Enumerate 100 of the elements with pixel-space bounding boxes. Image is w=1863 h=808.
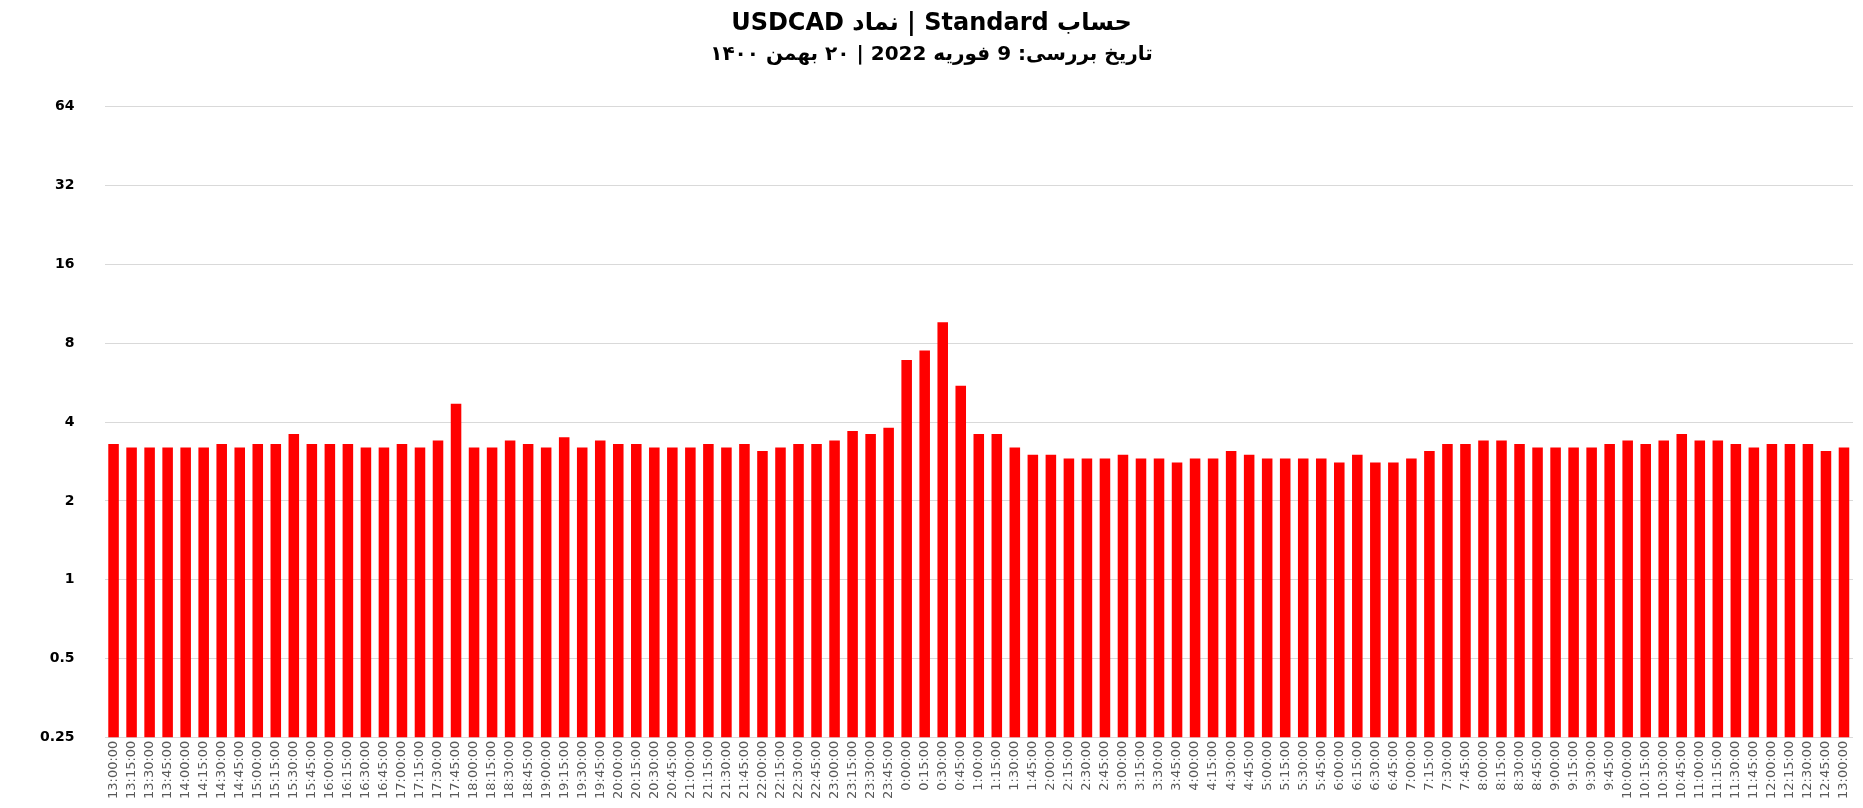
x-tick-label: 10:15:00 (1637, 740, 1653, 799)
x-tick-label: 8:30:00 (1510, 740, 1526, 791)
x-tick-label: 1:45:00 (1024, 740, 1040, 791)
x-tick-label: 19:30:00 (573, 740, 589, 799)
x-tick-label: 19:45:00 (591, 740, 607, 799)
x-tick-label: 22:15:00 (771, 740, 787, 799)
x-tick-label: 21:15:00 (699, 740, 715, 799)
x-tick-label: 13:45:00 (159, 740, 175, 799)
x-tick-label: 10:45:00 (1673, 740, 1689, 799)
x-tick-label: 17:00:00 (393, 740, 409, 799)
x-tick-label: 15:45:00 (303, 740, 319, 799)
x-tick-label: 9:15:00 (1564, 740, 1580, 791)
x-tick-label: 18:45:00 (519, 740, 535, 799)
x-tick-label: 11:00:00 (1691, 740, 1707, 799)
x-tick-label: 5:30:00 (1294, 740, 1310, 791)
x-tick-label: 14:00:00 (177, 740, 193, 799)
x-tick-label: 0:15:00 (916, 740, 932, 791)
x-tick-label: 1:00:00 (970, 740, 986, 791)
y-tick-label: 64 (55, 97, 75, 114)
x-tick-label: 4:00:00 (1186, 740, 1202, 791)
x-tick-label: 0:45:00 (952, 740, 968, 791)
x-tick-label: 3:30:00 (1150, 740, 1166, 791)
x-tick-label: 4:30:00 (1222, 740, 1238, 791)
x-tick-label: 16:00:00 (321, 740, 337, 799)
chart-title: حساب Standard | نماد USDCAD (730, 7, 1133, 38)
x-tick-label: 4:15:00 (1204, 740, 1220, 791)
x-tick-label: 21:30:00 (717, 740, 733, 799)
x-tick-label: 8:45:00 (1528, 740, 1544, 791)
x-tick-label: 5:45:00 (1312, 740, 1328, 791)
x-tick-label: 3:00:00 (1114, 740, 1130, 791)
y-tick-label: 0.5 (49, 649, 75, 666)
x-tick-label: 9:30:00 (1583, 740, 1599, 791)
x-tick-label: 9:45:00 (1601, 740, 1617, 791)
x-tick-label: 2:45:00 (1096, 740, 1112, 791)
x-tick-label: 10:00:00 (1619, 740, 1635, 799)
x-tick-label: 14:30:00 (213, 740, 229, 799)
x-tick-label: 17:15:00 (411, 740, 427, 799)
x-tick-label: 20:00:00 (609, 740, 625, 799)
x-tick-label: 11:30:00 (1727, 740, 1743, 799)
x-tick-label: 6:15:00 (1348, 740, 1364, 791)
x-tick-label: 7:30:00 (1438, 740, 1454, 791)
y-tick-label: 16 (55, 254, 75, 271)
x-tick-label: 6:00:00 (1330, 740, 1346, 791)
y-tick-label: 4 (64, 412, 75, 429)
x-tick-label: 15:00:00 (249, 740, 265, 799)
x-tick-label: 7:15:00 (1420, 740, 1436, 791)
x-tick-label: 0:00:00 (898, 740, 914, 791)
x-tick-label: 13:00:00 (104, 740, 120, 799)
x-tick-label: 1:15:00 (988, 740, 1004, 791)
x-tick-label: 16:15:00 (339, 740, 355, 799)
x-tick-label: 3:15:00 (1132, 740, 1148, 791)
x-tick-label: 1:30:00 (1006, 740, 1022, 791)
y-tick-label: 2 (64, 491, 75, 508)
x-tick-label: 15:30:00 (285, 740, 301, 799)
x-tick-label: 5:00:00 (1258, 740, 1274, 791)
x-tick-label: 18:00:00 (465, 740, 481, 799)
x-tick-label: 23:30:00 (861, 740, 877, 799)
x-tick-label: 6:45:00 (1384, 740, 1400, 791)
x-tick-label: 6:30:00 (1366, 740, 1382, 791)
x-tick-label: 19:15:00 (555, 740, 571, 799)
x-tick-label: 23:00:00 (825, 740, 841, 799)
x-tick-label: 2:30:00 (1078, 740, 1094, 791)
x-tick-label: 18:30:00 (501, 740, 517, 799)
x-tick-label: 11:45:00 (1745, 740, 1761, 799)
x-tick-label: 12:15:00 (1781, 740, 1797, 799)
x-tick-label: 23:45:00 (880, 740, 896, 799)
y-tick-label: 1 (64, 570, 75, 587)
x-tick-label: 22:45:00 (807, 740, 823, 799)
x-tick-label: 11:15:00 (1709, 740, 1725, 799)
x-tick-label: 12:00:00 (1763, 740, 1779, 799)
y-tick-label: 0.25 (40, 728, 75, 745)
x-tick-label: 4:45:00 (1240, 740, 1256, 791)
x-tick-label: 20:15:00 (627, 740, 643, 799)
x-tick-label: 22:30:00 (789, 740, 805, 799)
x-tick-label: 13:30:00 (140, 740, 156, 799)
x-tick-label: 3:45:00 (1168, 740, 1184, 791)
x-tick-label: 2:00:00 (1042, 740, 1058, 791)
y-tick-label: 32 (55, 175, 75, 192)
x-tick-label: 13:15:00 (122, 740, 138, 799)
x-tick-label: 13:00:00 (1835, 740, 1851, 799)
x-tick-label: 9:00:00 (1546, 740, 1562, 791)
x-tick-label: 19:00:00 (537, 740, 553, 799)
x-tick-label: 14:45:00 (231, 740, 247, 799)
x-tick-label: 17:30:00 (429, 740, 445, 799)
x-tick-label: 23:15:00 (843, 740, 859, 799)
x-tick-label: 0:30:00 (934, 740, 950, 791)
x-tick-label: 16:45:00 (375, 740, 391, 799)
x-tick-label: 18:15:00 (483, 740, 499, 799)
x-tick-label: 10:30:00 (1655, 740, 1671, 799)
x-tick-label: 8:00:00 (1474, 740, 1490, 791)
x-tick-label: 7:45:00 (1456, 740, 1472, 791)
y-tick-label: 8 (64, 333, 75, 350)
x-tick-label: 20:30:00 (645, 740, 661, 799)
x-tick-label: 2:15:00 (1060, 740, 1076, 791)
chart-subtitle: تاریخ بررسی: 9 فوریه 2022 | ۲۰ بهمن ۱۴۰۰ (709, 40, 1154, 67)
x-tick-label: 12:45:00 (1817, 740, 1833, 799)
x-tick-label: 16:30:00 (357, 740, 373, 799)
x-tick-label: 7:00:00 (1402, 740, 1418, 791)
x-tick-label: 8:15:00 (1492, 740, 1508, 791)
x-tick-label: 14:15:00 (195, 740, 211, 799)
